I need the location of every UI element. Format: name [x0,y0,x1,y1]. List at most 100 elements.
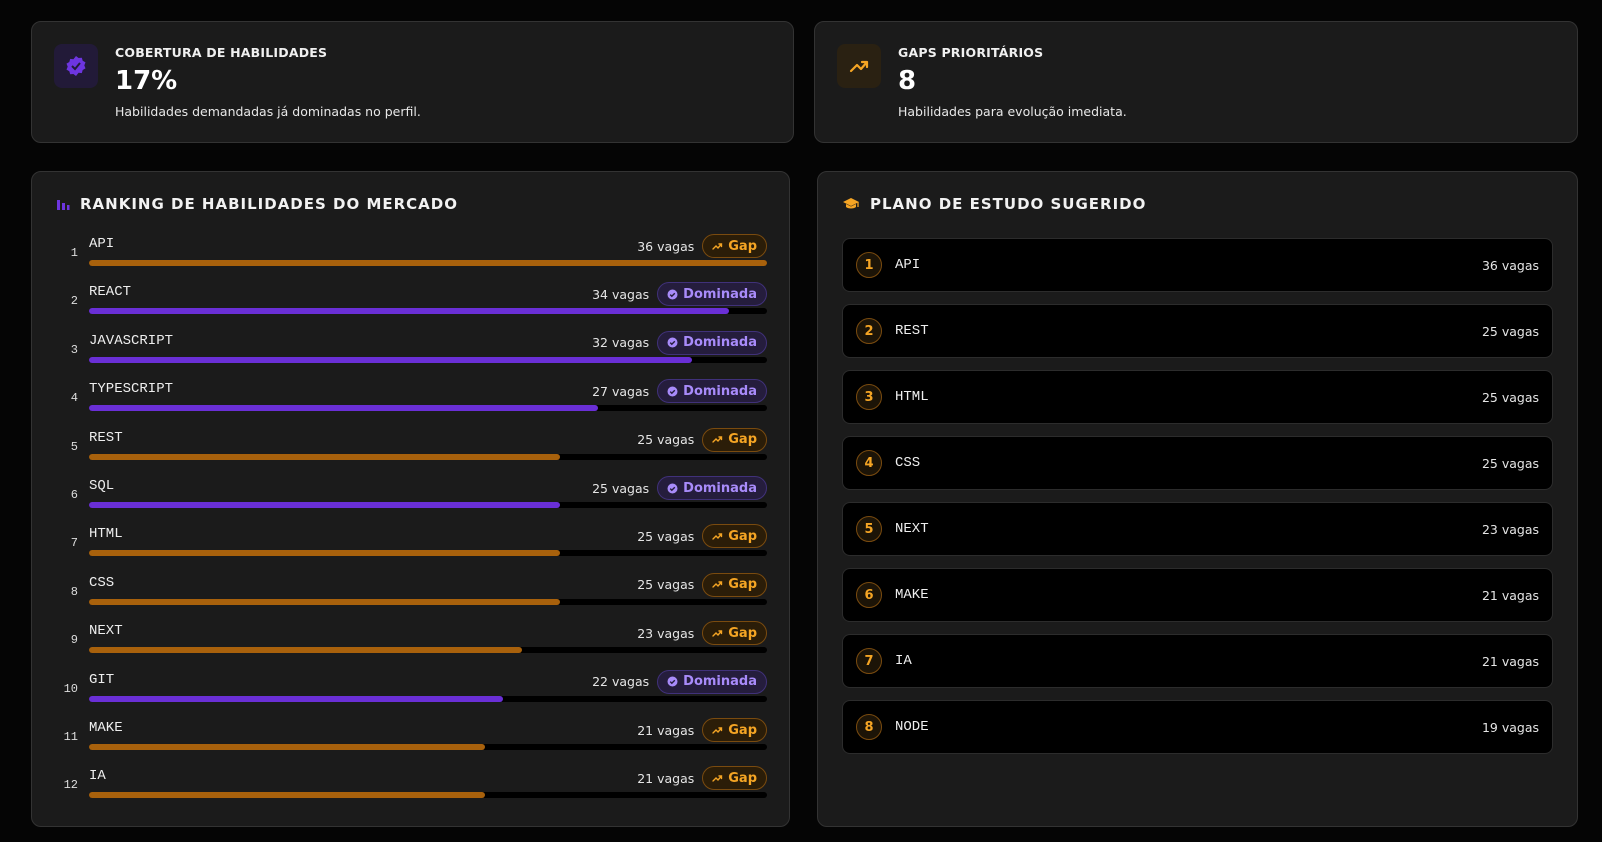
plan-rank: 1 [856,252,882,278]
plan-rank: 3 [856,384,882,410]
job-count: 25 vagas [637,432,695,448]
status-badge: Dominada [657,282,767,307]
status-badge: Gap [702,572,767,597]
plan-rank: 5 [856,516,882,542]
panel-heading: RANKING DE HABILIDADES DO MERCADO [56,195,458,213]
job-count: 27 vagas [592,383,650,399]
ranking-row: 8 CSS 25 vagas Gap [54,572,767,617]
status-badge: Dominada [657,669,767,694]
plan-rank: 4 [856,450,882,476]
row-meta: 21 vagas Gap [637,766,767,791]
gaps-card: GAPS PRIORITÁRIOS 8 Habilidades para evo… [814,21,1578,143]
panel-title: RANKING DE HABILIDADES DO MERCADO [80,195,458,213]
plan-item: 6 MAKE 21 vagas [842,568,1553,622]
coverage-icon [54,44,98,88]
plan-count: 36 vagas [1481,258,1539,273]
count-bar [89,260,767,266]
count-bar [89,647,523,654]
status-badge: Gap [702,427,767,452]
bar-track [89,598,767,605]
bar-track [89,260,767,266]
rank-number: 6 [70,488,78,502]
job-count: 25 vagas [637,528,695,544]
job-count: 36 vagas [637,238,695,254]
card-value: 17% [115,66,178,96]
row-meta: 23 vagas Gap [637,621,767,646]
badge-icon [667,676,678,687]
plan-item: 3 HTML 25 vagas [842,370,1553,424]
plan-skill: HTML [895,389,929,405]
status-badge: Gap [702,524,767,549]
ranking-row: 5 REST 25 vagas Gap [54,427,767,472]
status-label: Gap [728,528,757,544]
ranking-row: 3 JAVASCRIPT 32 vagas Dominada [54,330,767,375]
bar-track [89,550,767,557]
plan-count: 25 vagas [1481,456,1539,471]
ranking-row: 9 NEXT 23 vagas Gap [54,621,767,665]
status-badge: Dominada [657,476,767,500]
job-count: 34 vagas [592,286,650,302]
plan-rank: 2 [856,318,882,344]
bar-track [89,744,767,750]
status-label: Gap [728,577,757,593]
rank-number: 11 [63,730,78,744]
ranking-row: 10 GIT 22 vagas Dominada [54,669,767,714]
count-bar [89,502,560,508]
skill-name: CSS [89,574,115,591]
plan-rank: 8 [856,714,882,740]
status-label: Gap [728,432,757,448]
plan-item: 4 CSS 25 vagas [842,436,1553,490]
ranking-row: 1 API 36 vagas Gap [54,234,767,278]
job-count: 22 vagas [592,674,650,690]
job-count: 25 vagas [592,480,650,496]
ranking-row: 4 TYPESCRIPT 27 vagas Dominada [54,379,767,423]
skill-name: TYPESCRIPT [89,381,174,398]
plan-item: 1 API 36 vagas [842,238,1553,292]
job-count: 32 vagas [592,335,650,351]
status-label: Dominada [683,674,757,690]
status-label: Dominada [683,335,757,351]
skill-name: API [89,236,115,252]
plan-skill: NODE [895,719,929,735]
status-label: Gap [728,722,757,738]
skill-name: REST [89,429,123,446]
skill-name: MAKE [89,720,123,736]
status-label: Dominada [683,480,757,496]
row-meta: 27 vagas Dominada [592,379,767,404]
plan-skill: MAKE [895,587,929,603]
status-badge: Gap [702,718,767,742]
row-meta: 22 vagas Dominada [592,669,767,694]
status-badge: Gap [702,234,767,258]
badge-icon [667,483,678,493]
count-bar [89,695,504,702]
status-badge: Dominada [657,379,767,404]
plan-skill: IA [895,653,912,669]
plan-count: 21 vagas [1481,654,1539,669]
plan-count: 25 vagas [1481,390,1539,405]
row-meta: 25 vagas Gap [637,572,767,597]
row-meta: 25 vagas Gap [637,427,767,452]
plan-count: 21 vagas [1481,588,1539,603]
study-plan-panel: PLANO DE ESTUDO SUGERIDO 1 API 36 vagas 2 RE… [817,171,1578,827]
badge-icon [712,242,723,250]
plan-item: 7 IA 21 vagas [842,634,1553,688]
card-description: Habilidades para evolução imediata. [898,104,1127,119]
coverage-card: COBERTURA DE HABILIDADES 17% Habilidades… [31,21,794,143]
plan-item: 2 REST 25 vagas [842,304,1553,358]
ranking-row: 11 MAKE 21 vagas Gap [54,718,767,762]
job-count: 21 vagas [637,722,695,738]
badge-icon [712,436,723,443]
bar-track [89,356,767,363]
bar-track [89,308,767,315]
rank-number: 10 [63,681,78,696]
row-meta: 25 vagas Gap [637,524,767,549]
ranking-row: 7 HTML 25 vagas Gap [54,524,767,568]
status-label: Dominada [683,286,757,302]
status-label: Gap [728,238,757,254]
skill-name: JAVASCRIPT [89,332,174,349]
rank-number: 5 [70,439,78,454]
job-count: 25 vagas [637,577,695,593]
plan-count: 23 vagas [1481,522,1539,537]
bar-track [89,502,767,508]
ranking-panel: RANKING DE HABILIDADES DO MERCADO 1 API 36… [31,171,790,827]
